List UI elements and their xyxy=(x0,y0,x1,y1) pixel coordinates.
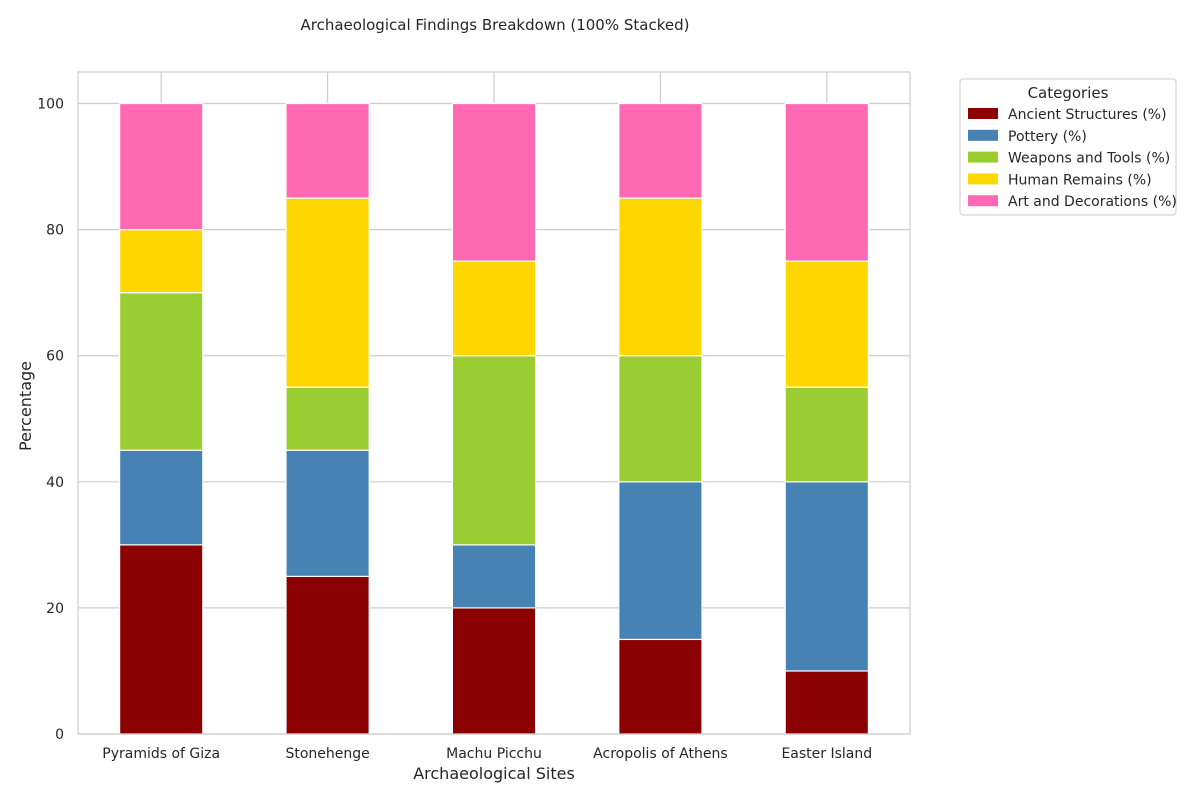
bar-segment xyxy=(784,481,870,672)
legend-label: Ancient Structures (%) xyxy=(1008,107,1167,123)
bar-segment xyxy=(784,386,870,483)
legend-label: Weapons and Tools (%) xyxy=(1008,151,1170,167)
bar-segment xyxy=(118,449,204,546)
y-tick-label: 60 xyxy=(46,349,64,365)
bar-segment xyxy=(451,102,537,262)
legend-box xyxy=(959,78,1177,216)
bar-segment xyxy=(118,102,204,231)
legend-title: Categories xyxy=(1028,84,1109,102)
bar-segment xyxy=(118,544,204,735)
y-tick-label: 40 xyxy=(46,475,64,491)
bar-segment xyxy=(618,638,703,735)
legend-swatch xyxy=(968,195,998,207)
x-tick-label: Stonehenge xyxy=(285,746,369,762)
bar-segment xyxy=(618,481,703,641)
bar-segment xyxy=(784,260,870,388)
bar-segment xyxy=(451,260,537,357)
x-tick-label: Easter Island xyxy=(781,746,872,762)
x-tick-label: Pyramids of Giza xyxy=(102,746,220,762)
ticks-layer: 0 20 40 60 80 100 Pyramids of Giza Stonehenge Ma… xyxy=(37,97,872,762)
bar-segment xyxy=(451,355,537,546)
x-tick-label: Acropolis of Athens xyxy=(593,746,727,762)
bar-segment xyxy=(118,292,204,451)
bars-layer xyxy=(118,102,870,735)
bar-segment xyxy=(618,102,703,199)
legend: Categories Ancient Structures (%) Pottery… xyxy=(959,78,1177,216)
bar-segment xyxy=(285,102,370,199)
bar-segment xyxy=(784,670,870,735)
plot-frame xyxy=(77,71,911,735)
bar-segment xyxy=(784,102,870,262)
bar-segment xyxy=(285,449,370,577)
bar-segment xyxy=(285,386,370,451)
x-axis-label: Archaeological Sites xyxy=(413,764,575,783)
legend-swatch xyxy=(968,151,998,163)
chart-title: Archaeological Findings Breakdown (100% … xyxy=(301,16,690,34)
bar-segment xyxy=(451,544,537,609)
legend-items: Ancient Structures (%) Pottery (%) Weapons… xyxy=(968,107,1177,210)
x-tick-label: Machu Picchu xyxy=(446,746,542,762)
y-tick-label: 100 xyxy=(37,97,64,113)
legend-swatch xyxy=(968,108,998,119)
y-axis-label: Percentage xyxy=(16,361,35,451)
bar-segment xyxy=(451,607,537,735)
y-tick-label: 80 xyxy=(46,223,64,239)
legend-label: Art and Decorations (%) xyxy=(1008,194,1177,210)
bar-segment xyxy=(118,229,204,294)
bar-segment xyxy=(618,197,703,357)
y-tick-label: 20 xyxy=(46,601,64,617)
legend-swatch xyxy=(968,129,998,141)
bar-segment xyxy=(285,575,370,735)
bar-segment xyxy=(285,197,370,388)
y-tick-label: 0 xyxy=(55,727,64,743)
legend-label: Human Remains (%) xyxy=(1008,172,1152,188)
bar-segment xyxy=(618,355,703,483)
legend-swatch xyxy=(968,173,998,185)
legend-label: Pottery (%) xyxy=(1008,129,1087,145)
